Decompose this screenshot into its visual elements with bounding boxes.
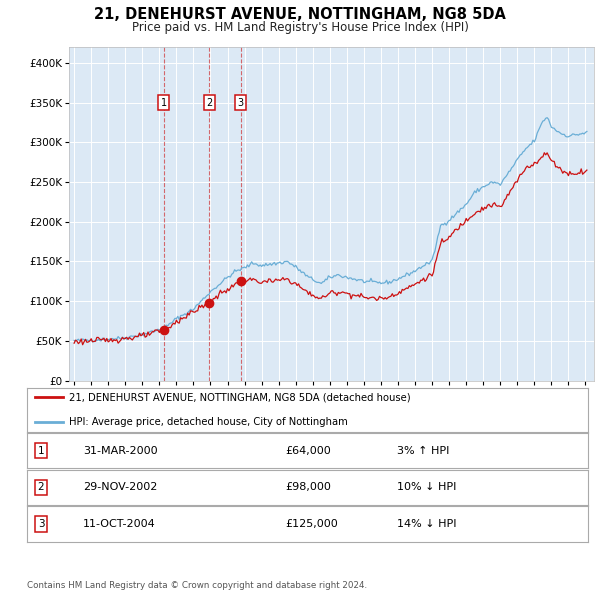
- Text: Price paid vs. HM Land Registry's House Price Index (HPI): Price paid vs. HM Land Registry's House …: [131, 21, 469, 34]
- Text: 3: 3: [238, 98, 244, 108]
- Text: 31-MAR-2000: 31-MAR-2000: [83, 446, 158, 455]
- Text: Contains HM Land Registry data © Crown copyright and database right 2024.
This d: Contains HM Land Registry data © Crown c…: [27, 581, 367, 590]
- Text: 3% ↑ HPI: 3% ↑ HPI: [397, 446, 449, 455]
- Text: 1: 1: [161, 98, 167, 108]
- Text: HPI: Average price, detached house, City of Nottingham: HPI: Average price, detached house, City…: [69, 417, 348, 427]
- Text: 21, DENEHURST AVENUE, NOTTINGHAM, NG8 5DA (detached house): 21, DENEHURST AVENUE, NOTTINGHAM, NG8 5D…: [69, 392, 410, 402]
- Text: 29-NOV-2002: 29-NOV-2002: [83, 483, 157, 492]
- Text: 10% ↓ HPI: 10% ↓ HPI: [397, 483, 457, 492]
- Text: £98,000: £98,000: [285, 483, 331, 492]
- Text: 21, DENEHURST AVENUE, NOTTINGHAM, NG8 5DA: 21, DENEHURST AVENUE, NOTTINGHAM, NG8 5D…: [94, 7, 506, 22]
- Text: 2: 2: [38, 483, 44, 492]
- Text: 11-OCT-2004: 11-OCT-2004: [83, 519, 156, 529]
- Text: 3: 3: [38, 519, 44, 529]
- Text: 1: 1: [38, 446, 44, 455]
- Text: £64,000: £64,000: [285, 446, 331, 455]
- Text: £125,000: £125,000: [285, 519, 338, 529]
- Text: 2: 2: [206, 98, 212, 108]
- Text: 14% ↓ HPI: 14% ↓ HPI: [397, 519, 457, 529]
